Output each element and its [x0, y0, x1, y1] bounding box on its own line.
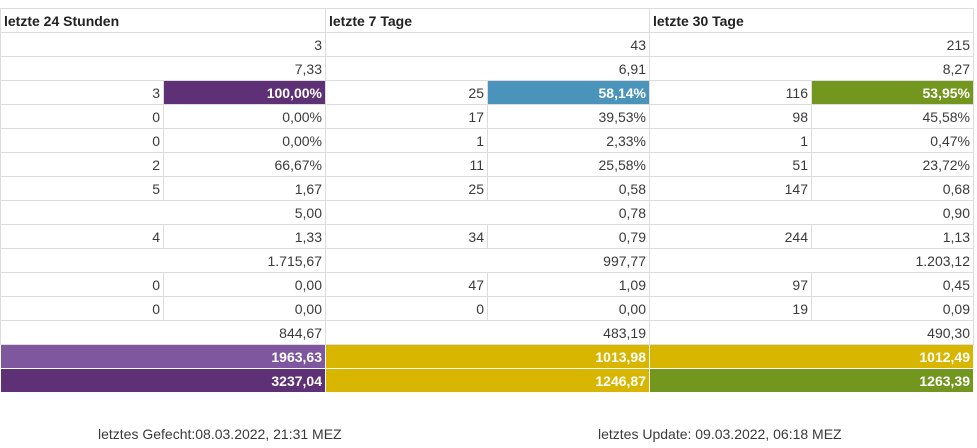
table-row: 7,33 6,91 8,27 [0, 56, 974, 81]
count-cell-24h: 3 [0, 80, 164, 105]
value-cell-30d: 8,27 [649, 56, 974, 81]
table-row: 0 0,00 0 0,00 19 0,09 [0, 296, 974, 321]
table-row: 3 100,00% 25 58,14% 116 53,95% [0, 80, 974, 105]
table-row: 0 0,00% 1 2,33% 1 0,47% [0, 128, 974, 153]
count-cell-30d: 147 [649, 176, 812, 201]
count-cell-24h: 5 [0, 176, 164, 201]
value-cell-7d: 997,77 [325, 248, 650, 273]
sum-cell-30d: 1012,49 [649, 344, 974, 369]
value-cell-7d: 2,33% [487, 128, 650, 153]
count-cell-24h: 0 [0, 296, 164, 321]
count-cell-7d: 1 [325, 128, 488, 153]
footer: letztes Gefecht:08.03.2022, 21:31 MEZ le… [0, 426, 977, 446]
last-battle-text: letztes Gefecht:08.03.2022, 21:31 MEZ [98, 426, 342, 442]
value-cell-30d: 45,58% [811, 104, 974, 129]
value-cell-30d: 490,30 [649, 320, 974, 345]
value-cell-30d: 1.203,12 [649, 248, 974, 273]
table-row: 3237,04 1246,87 1263,39 [0, 368, 974, 393]
value-cell-24h: 0,00 [163, 296, 326, 321]
table-row: 1.715,67 997,77 1.203,12 [0, 248, 974, 273]
count-cell-7d: 17 [325, 104, 488, 129]
header-7d: letzte 7 Tage [325, 8, 650, 33]
count-cell-30d: 51 [649, 152, 812, 177]
count-cell-7d: 0 [325, 296, 488, 321]
table-row: 0 0,00% 17 39,53% 98 45,58% [0, 104, 974, 129]
table-row: 4 1,33 34 0,79 244 1,13 [0, 224, 974, 249]
stats-table: letzte 24 Stunden letzte 7 Tage letzte 3… [0, 8, 974, 393]
stats-table-body: letzte 24 Stunden letzte 7 Tage letzte 3… [0, 8, 974, 393]
sum-cell-7d: 1013,98 [325, 344, 650, 369]
value-cell-7d: 1,09 [487, 272, 650, 297]
count-cell-24h: 0 [0, 128, 164, 153]
count-cell-7d: 25 [325, 80, 488, 105]
value-cell-24h: 5,00 [0, 200, 326, 225]
count-cell-7d: 25 [325, 176, 488, 201]
value-cell-30d: 0,45 [811, 272, 974, 297]
count-cell-7d: 11 [325, 152, 488, 177]
table-row: 0 0,00 47 1,09 97 0,45 [0, 272, 974, 297]
header-24h: letzte 24 Stunden [0, 8, 326, 33]
table-row: 1963,63 1013,98 1012,49 [0, 344, 974, 369]
last-update-text: letztes Update: 09.03.2022, 06:18 MEZ [598, 426, 842, 442]
value-cell-30d: 0,68 [811, 176, 974, 201]
table-row: 3 43 215 [0, 32, 974, 57]
value-cell-7d: 43 [325, 32, 650, 57]
count-cell-30d: 97 [649, 272, 812, 297]
table-row: 5 1,67 25 0,58 147 0,68 [0, 176, 974, 201]
table-row: 5,00 0,78 0,90 [0, 200, 974, 225]
count-cell-24h: 0 [0, 272, 164, 297]
value-cell-7d: 25,58% [487, 152, 650, 177]
table-row: 844,67 483,19 490,30 [0, 320, 974, 345]
value-cell-24h: 844,67 [0, 320, 326, 345]
count-cell-24h: 4 [0, 224, 164, 249]
sum-cell-24h: 3237,04 [0, 368, 326, 393]
value-cell-7d: 0,58 [487, 176, 650, 201]
value-cell-24h: 1,67 [163, 176, 326, 201]
count-cell-24h: 0 [0, 104, 164, 129]
value-cell-7d: 58,14% [487, 80, 650, 105]
value-cell-30d: 1,13 [811, 224, 974, 249]
count-cell-7d: 34 [325, 224, 488, 249]
value-cell-24h: 1.715,67 [0, 248, 326, 273]
value-cell-24h: 0,00 [163, 272, 326, 297]
sum-cell-30d: 1263,39 [649, 368, 974, 393]
sum-cell-24h: 1963,63 [0, 344, 326, 369]
value-cell-24h: 0,00% [163, 104, 326, 129]
value-cell-24h: 3 [0, 32, 326, 57]
count-cell-7d: 47 [325, 272, 488, 297]
value-cell-7d: 6,91 [325, 56, 650, 81]
count-cell-30d: 19 [649, 296, 812, 321]
value-cell-24h: 7,33 [0, 56, 326, 81]
value-cell-30d: 0,09 [811, 296, 974, 321]
value-cell-7d: 0,00 [487, 296, 650, 321]
value-cell-7d: 0,78 [325, 200, 650, 225]
value-cell-30d: 0,90 [649, 200, 974, 225]
table-row: 2 66,67% 11 25,58% 51 23,72% [0, 152, 974, 177]
count-cell-30d: 1 [649, 128, 812, 153]
value-cell-7d: 39,53% [487, 104, 650, 129]
count-cell-30d: 244 [649, 224, 812, 249]
value-cell-30d: 23,72% [811, 152, 974, 177]
header-30d: letzte 30 Tage [649, 8, 974, 33]
value-cell-7d: 483,19 [325, 320, 650, 345]
value-cell-30d: 53,95% [811, 80, 974, 105]
count-cell-24h: 2 [0, 152, 164, 177]
value-cell-24h: 1,33 [163, 224, 326, 249]
count-cell-30d: 98 [649, 104, 812, 129]
sum-cell-7d: 1246,87 [325, 368, 650, 393]
value-cell-24h: 66,67% [163, 152, 326, 177]
value-cell-24h: 100,00% [163, 80, 326, 105]
count-cell-30d: 116 [649, 80, 812, 105]
value-cell-24h: 0,00% [163, 128, 326, 153]
value-cell-7d: 0,79 [487, 224, 650, 249]
value-cell-30d: 0,47% [811, 128, 974, 153]
value-cell-30d: 215 [649, 32, 974, 57]
header-row: letzte 24 Stunden letzte 7 Tage letzte 3… [0, 8, 974, 33]
